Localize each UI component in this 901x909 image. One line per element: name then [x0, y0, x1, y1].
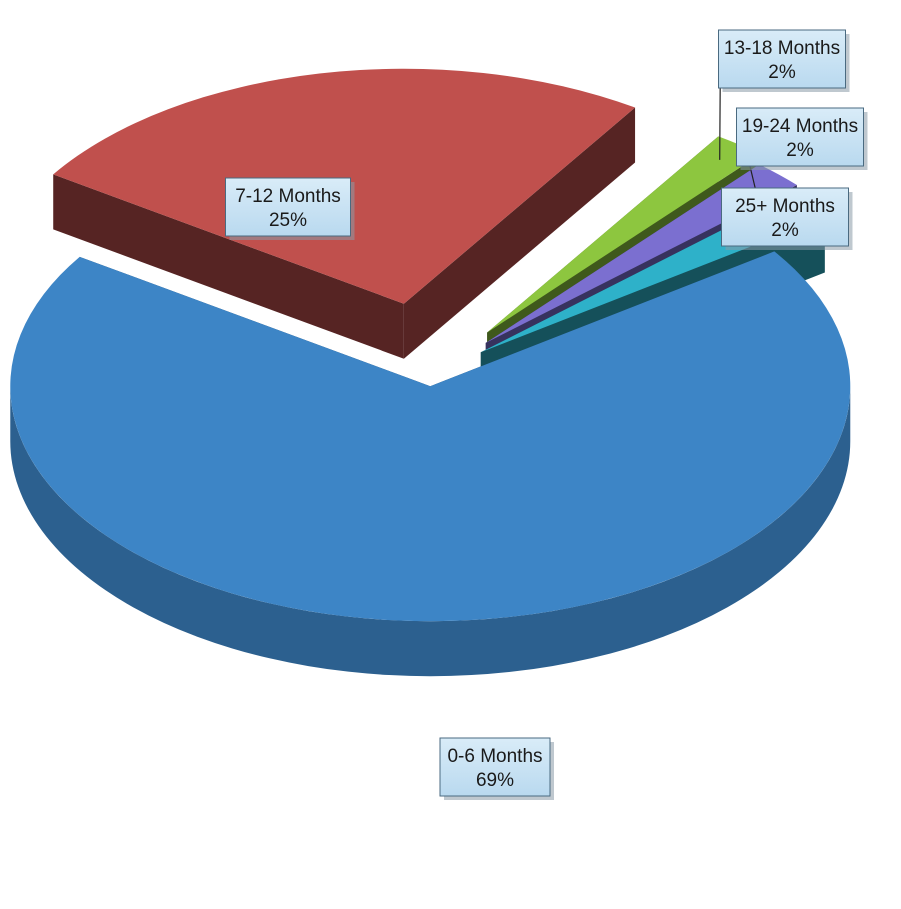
label-box — [718, 29, 846, 89]
label-box — [225, 177, 351, 237]
data-labels: 0-6 Months 69% 7-12 Months 25% 13-18 Months 2… — [225, 29, 868, 800]
data-label-1: 0-6 Months 69% — [439, 737, 554, 800]
slice-side-face — [403, 107, 636, 359]
label-box — [736, 107, 864, 167]
slice-category-label: 7-12 Months — [235, 186, 341, 207]
label-box — [439, 737, 551, 797]
slice-category-label: 25+ Months — [735, 196, 835, 217]
slice-category-label: 19-24 Months — [742, 116, 858, 137]
slice-percent-label: 2% — [768, 62, 796, 83]
slice-outer-wall — [10, 386, 851, 677]
label-box — [721, 187, 849, 247]
slice-top-face — [487, 136, 761, 333]
slice-side-face — [53, 174, 404, 359]
slice-category-label: 0-6 Months — [447, 746, 542, 767]
pie-slices — [10, 68, 851, 677]
data-label-3: 13-18 Months 2% — [718, 29, 850, 92]
slice-percent-label: 2% — [786, 140, 814, 161]
pie-slice-1 — [10, 251, 851, 677]
slice-percent-label: 69% — [476, 770, 514, 791]
slice-category-label: 13-18 Months — [724, 38, 840, 59]
data-label-5: 25+ Months 2% — [721, 187, 853, 250]
slice-top-face — [485, 164, 797, 343]
slice-percent-label: 25% — [269, 210, 307, 231]
data-label-4: 19-24 Months 2% — [736, 107, 868, 170]
data-label-2: 7-12 Months 25% — [225, 177, 355, 240]
slice-top-face — [10, 251, 851, 622]
slice-percent-label: 2% — [771, 220, 799, 241]
